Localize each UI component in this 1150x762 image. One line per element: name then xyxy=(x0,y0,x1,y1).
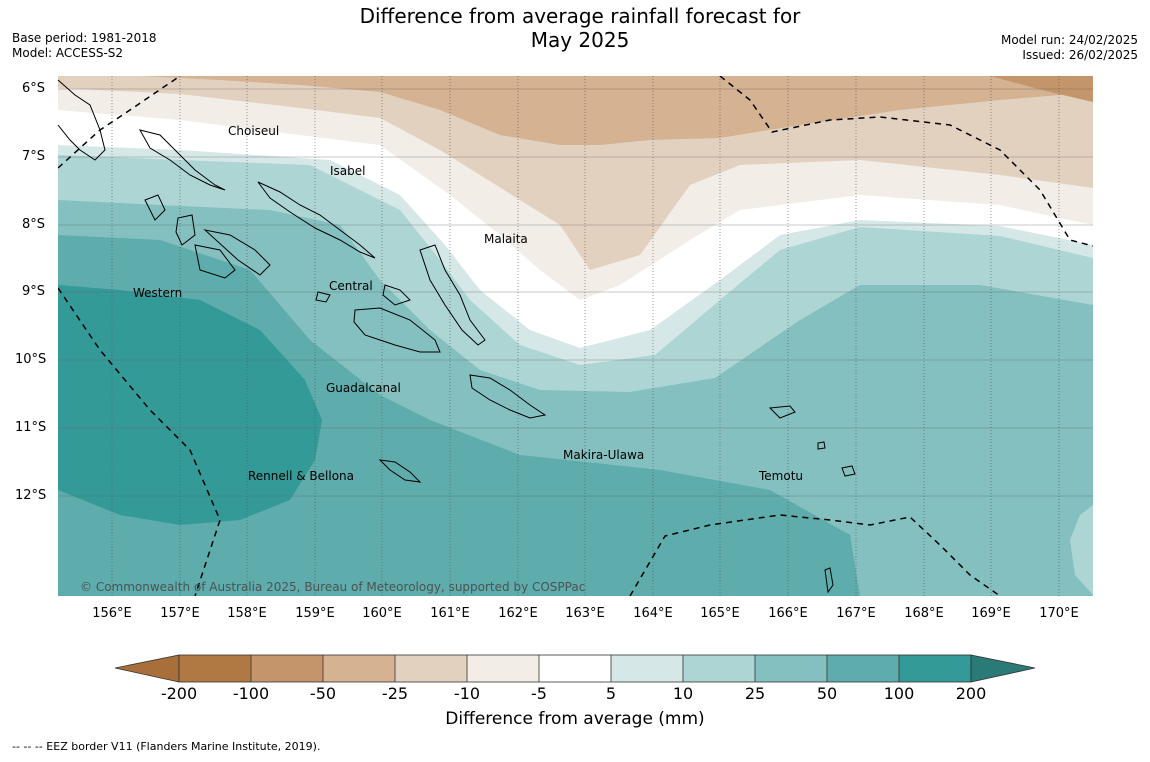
colorbar-frame xyxy=(178,654,972,683)
lat-lines xyxy=(58,88,1093,497)
lat-label-8s: 8°S xyxy=(22,217,46,232)
lon-label-166e: 166°E xyxy=(768,606,808,621)
islands xyxy=(57,79,856,594)
place-rennell-bellona: Rennell & Bellona xyxy=(248,469,355,483)
place-choiseul: Choiseul xyxy=(228,124,280,138)
map-title-line2: May 2025 xyxy=(530,28,630,52)
lon-label-167e: 167°E xyxy=(836,606,876,621)
fill-se-patch xyxy=(1070,505,1093,595)
fill-neg10-neg25 xyxy=(58,76,1093,270)
colorbar-tick: 25 xyxy=(744,684,766,703)
lon-label-170e: 170°E xyxy=(1039,606,1079,621)
issued-date: Issued: 26/02/2025 xyxy=(1022,48,1138,62)
colorbar-tick: 100 xyxy=(883,684,915,703)
lon-label-160e: 160°E xyxy=(362,606,402,621)
base-period: Base period: 1981-2018 xyxy=(12,31,157,45)
lon-label-156e: 156°E xyxy=(92,606,132,621)
lon-label-165e: 165°E xyxy=(700,606,740,621)
eez-borders xyxy=(58,76,1093,596)
model-name: Model: ACCESS-S2 xyxy=(12,46,124,60)
colorbar-bin-6 xyxy=(539,655,611,682)
place-central: Central xyxy=(329,279,373,293)
colorbar-bin-10 xyxy=(827,655,899,682)
lat-label-7s: 7°S xyxy=(22,149,46,164)
lon-label-163e: 163°E xyxy=(565,606,605,621)
colorbar-extend-low xyxy=(114,654,180,683)
colorbar-bin-3 xyxy=(323,655,395,682)
colorbar-bin-11 xyxy=(899,655,971,682)
lat-label-11s: 11°S xyxy=(15,420,47,435)
lon-label-168e: 168°E xyxy=(904,606,944,621)
eez-legend-note: -- -- -- EEZ border V11 (Flanders Marine… xyxy=(12,740,321,753)
colorbar-bin-7 xyxy=(611,655,683,682)
colorbar-tick: 50 xyxy=(816,684,838,703)
colorbar-bin-5 xyxy=(467,655,539,682)
lat-label-10s: 10°S xyxy=(15,352,47,367)
lon-label-169e: 169°E xyxy=(971,606,1011,621)
place-malaita: Malaita xyxy=(484,232,528,246)
colorbar-tick: 10 xyxy=(672,684,694,703)
place-isabel: Isabel xyxy=(330,164,366,178)
lon-label-161e: 161°E xyxy=(430,606,470,621)
colorbar-title: Difference from average (mm) xyxy=(445,709,705,729)
colorbar-bin-4 xyxy=(395,655,467,682)
colorbar-bin-9 xyxy=(755,655,827,682)
colorbar-tick: 200 xyxy=(955,684,987,703)
lat-label-6s: 6°S xyxy=(22,81,46,96)
colorbar-tick: 5 xyxy=(605,684,617,703)
place-western: Western xyxy=(133,286,183,300)
copyright-notice: © Commonwealth of Australia 2025, Bureau… xyxy=(80,580,586,594)
run-info: Model run: 24/02/2025 Issued: 26/02/2025 xyxy=(1001,33,1138,63)
colorbar-tick: -5 xyxy=(531,684,547,703)
colorbar-tick: -25 xyxy=(381,684,409,703)
contour-fills xyxy=(58,76,1093,596)
colorbar-bin-1 xyxy=(179,655,251,682)
colorbar-bin-2 xyxy=(251,655,323,682)
lat-label-12s: 12°S xyxy=(15,488,47,503)
lon-label-164e: 164°E xyxy=(633,606,673,621)
lon-label-159e: 159°E xyxy=(295,606,335,621)
lon-label-157e: 157°E xyxy=(160,606,200,621)
colorbar-bin-8 xyxy=(683,655,755,682)
colorbar-tick: -10 xyxy=(453,684,481,703)
colorbar-tick: -50 xyxy=(309,684,337,703)
place-makira-ulawa: Makira-Ulawa xyxy=(563,448,645,462)
colorbar-dividers xyxy=(250,655,900,682)
lat-label-9s: 9°S xyxy=(22,284,46,299)
fill-neg25-neg50 xyxy=(140,76,1093,145)
colorbar-tick: -200 xyxy=(160,684,198,703)
colorbar-extend-high xyxy=(970,654,1036,683)
place-temotu: Temotu xyxy=(759,469,804,483)
place-guadalcanal: Guadalcanal xyxy=(326,381,401,395)
map-title-line1: Difference from average rainfall forecas… xyxy=(359,4,801,28)
fill-100-200 xyxy=(58,285,322,525)
lon-label-162e: 162°E xyxy=(498,606,538,621)
model-run: Model run: 24/02/2025 xyxy=(1000,33,1138,47)
lon-label-158e: 158°E xyxy=(227,606,267,621)
model-info: Base period: 1981-2018 Model: ACCESS-S2 xyxy=(12,31,157,61)
colorbar-tick: -100 xyxy=(232,684,270,703)
